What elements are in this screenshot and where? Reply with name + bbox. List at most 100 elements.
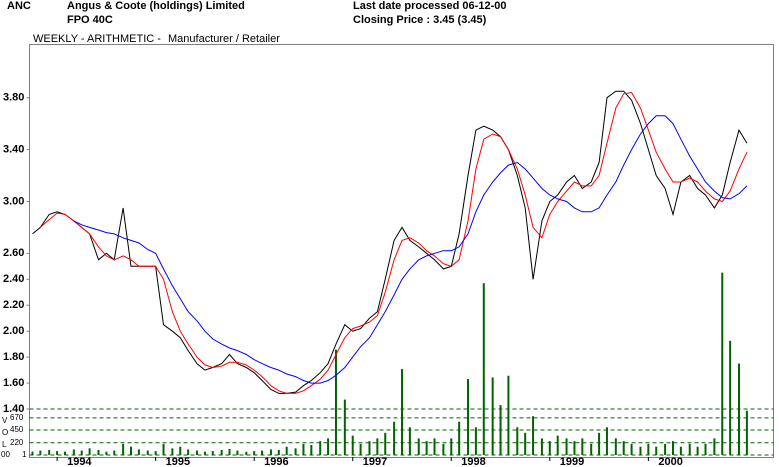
volume-bar	[639, 446, 642, 455]
volume-bar	[236, 450, 239, 455]
volume-bar	[187, 449, 190, 455]
x-tick-label: 1994	[67, 456, 92, 467]
x-tick-label: 2000	[658, 456, 682, 467]
volume-bar	[228, 448, 231, 455]
volume-bar	[122, 443, 125, 455]
volume-bar	[48, 450, 51, 455]
volume-bar	[269, 449, 272, 455]
volume-bar	[343, 399, 346, 455]
volume-bar	[245, 451, 248, 455]
x-tick-label: 1997	[363, 456, 387, 467]
y-tick-label: 1.60	[3, 377, 24, 389]
volume-bar	[129, 446, 132, 455]
volume-bar	[294, 448, 297, 455]
volume-bar	[154, 451, 157, 455]
volume-bar	[630, 443, 633, 455]
volume-bar	[524, 432, 527, 455]
volume-bar	[80, 450, 83, 455]
volume-bar	[334, 349, 337, 455]
volume-bar	[458, 421, 461, 455]
volume-bar	[417, 438, 420, 455]
volume-bar	[696, 446, 699, 455]
volume-bar	[605, 427, 608, 455]
volume-bar	[39, 450, 42, 455]
volume-bar	[721, 272, 724, 455]
y-tick-label: 1.80	[3, 351, 24, 363]
company-name: Angus & Coote (holdings) Limited	[67, 0, 245, 12]
volume-bar	[532, 416, 535, 455]
volume-bar	[590, 443, 593, 455]
volume-bar	[72, 449, 75, 455]
volume-bar	[137, 449, 140, 455]
volume-bar	[745, 410, 748, 455]
y-tick-label: 2.40	[3, 273, 24, 285]
volume-tick-label: 00	[1, 450, 10, 459]
volume-bar	[56, 451, 59, 455]
volume-bar	[97, 450, 100, 455]
y-tick-label: 2.00	[3, 325, 24, 337]
moving-average-line	[73, 115, 748, 384]
volume-bar	[376, 438, 379, 455]
volume-bar	[548, 441, 551, 455]
volume-bar	[359, 443, 362, 455]
x-tick-label: 1998	[461, 456, 485, 467]
volume-axis-letter: V	[2, 416, 8, 425]
volume-bar	[179, 446, 182, 455]
volume-tick-label: 450	[10, 425, 24, 434]
volume-bar	[474, 427, 477, 455]
volume-bar	[425, 441, 428, 455]
volume-bar	[196, 450, 199, 455]
stock-code: ANC	[7, 0, 31, 12]
chart-subtitle: WEEKLY - ARITHMETIC -	[33, 33, 161, 45]
volume-bar	[540, 438, 543, 455]
volume-bar	[253, 451, 256, 455]
volume-axis-letter: 1	[22, 450, 27, 459]
volume-bar	[450, 438, 453, 455]
volume-bar	[31, 451, 34, 455]
volume-bar	[400, 369, 403, 455]
volume-bar	[664, 443, 667, 455]
volume-bar	[310, 445, 313, 455]
volume-bar	[368, 441, 371, 455]
volume-bar	[63, 451, 66, 455]
volume-bar	[704, 443, 707, 455]
volume-tick-label: 220	[10, 438, 24, 447]
volume-bar	[146, 450, 149, 455]
volume-bar	[573, 441, 576, 455]
volume-bar	[113, 450, 116, 455]
y-tick-label: 2.20	[3, 299, 24, 311]
volume-bar	[408, 427, 411, 455]
volume-bar	[671, 441, 674, 455]
y-tick-label: 3.80	[3, 92, 24, 104]
price-line	[32, 90, 748, 394]
volume-bar	[393, 421, 396, 455]
volume-bar	[220, 450, 223, 455]
volume-bar	[622, 441, 625, 455]
volume-bar	[516, 427, 519, 455]
x-tick-label: 1995	[166, 456, 190, 467]
volume-bar	[688, 443, 691, 455]
volume-bar	[88, 448, 91, 455]
volume-bar	[302, 443, 305, 455]
volume-bar	[499, 405, 502, 455]
volume-bar	[655, 446, 658, 455]
volume-bar	[581, 438, 584, 455]
volume-bar	[285, 446, 288, 455]
volume-bar	[647, 443, 650, 455]
volume-axis-letter: L	[2, 440, 7, 449]
volume-bar	[556, 435, 559, 455]
volume-bar	[507, 375, 510, 455]
volume-bar	[277, 450, 280, 455]
y-tick-label: 3.40	[3, 143, 24, 155]
y-tick-label: 1.40	[3, 403, 24, 415]
closing-price: Closing Price : 3.45 (3.45)	[353, 14, 487, 26]
last-date: Last date processed 06-12-00	[353, 0, 506, 12]
volume-bar	[614, 438, 617, 455]
plot-frame	[29, 44, 774, 458]
volume-bar	[211, 451, 214, 455]
volume-bar	[482, 283, 485, 455]
volume-bar	[351, 435, 354, 455]
sector: Manufacturer / Retailer	[168, 33, 280, 45]
volume-bar	[327, 438, 330, 455]
volume-bar	[261, 450, 264, 455]
